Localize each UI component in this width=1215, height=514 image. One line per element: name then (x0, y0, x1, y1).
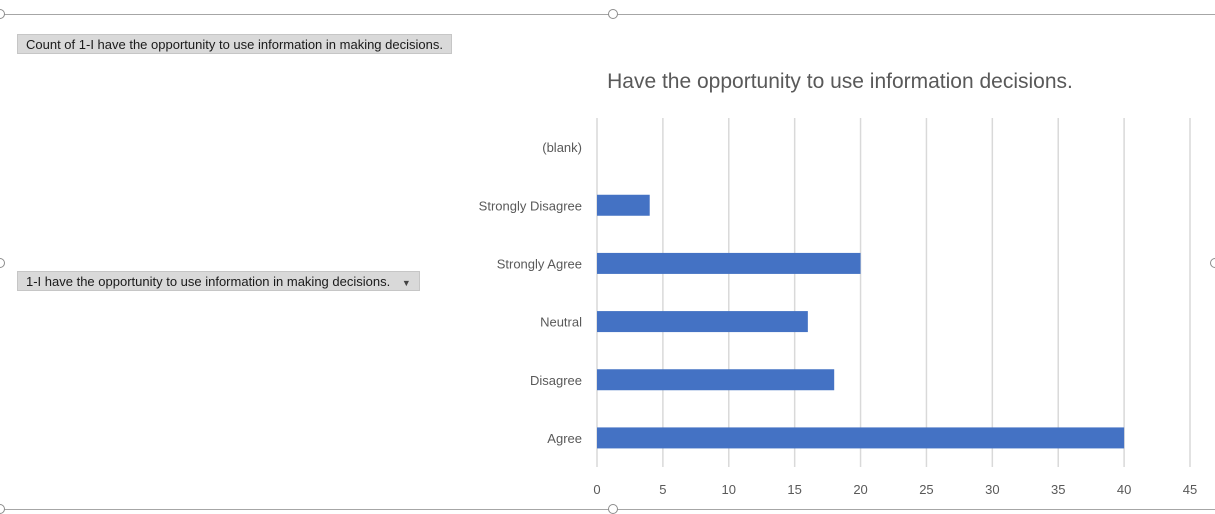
y-category-label: Disagree (530, 373, 582, 388)
bar[interactable] (597, 311, 808, 333)
values-field-button[interactable]: Count of 1-I have the opportunity to use… (17, 34, 452, 54)
axis-field-button[interactable]: 1-I have the opportunity to use informat… (17, 271, 420, 291)
y-category-label: Neutral (540, 315, 582, 330)
chart-frame-top-edge (0, 14, 1215, 15)
x-tick-label: 5 (659, 482, 666, 497)
y-category-label: Strongly Agree (497, 256, 582, 271)
bar[interactable] (597, 427, 1125, 449)
bar[interactable] (597, 252, 861, 274)
values-field-label: Count of 1-I have the opportunity to use… (26, 37, 443, 52)
x-tick-label: 40 (1117, 482, 1131, 497)
x-tick-label: 25 (919, 482, 933, 497)
resize-handle-top-center[interactable] (608, 9, 618, 19)
resize-handle-middle-right[interactable] (1210, 258, 1215, 268)
x-tick-label: 45 (1183, 482, 1197, 497)
x-tick-label: 0 (593, 482, 600, 497)
y-category-label: Agree (547, 431, 582, 446)
x-tick-label: 30 (985, 482, 999, 497)
x-tick-label: 10 (722, 482, 736, 497)
chart-title: Have the opportunity to use information … (607, 70, 1073, 93)
y-category-label: (blank) (542, 140, 582, 155)
bar[interactable] (597, 369, 835, 391)
x-tick-label: 15 (787, 482, 801, 497)
bar[interactable] (597, 194, 650, 216)
y-category-label: Strongly Disagree (479, 198, 582, 213)
chart-frame-bottom-edge (0, 509, 1215, 510)
chevron-down-icon[interactable]: ▼ (401, 278, 411, 288)
axis-field-label: 1-I have the opportunity to use informat… (26, 274, 391, 289)
x-tick-label: 20 (853, 482, 867, 497)
x-tick-label: 35 (1051, 482, 1065, 497)
